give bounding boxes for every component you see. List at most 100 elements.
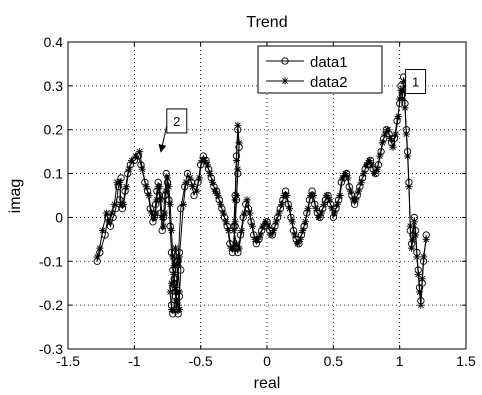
data-point-data2: [234, 121, 242, 129]
data-point-data2: [174, 262, 182, 270]
data-point-data2: [254, 235, 262, 243]
data-point-data2: [354, 187, 363, 195]
annotation-label-2: 2: [173, 114, 180, 129]
data-point-data2: [259, 222, 267, 230]
data-point-data2: [344, 174, 352, 182]
data-point-data2: [378, 139, 387, 147]
x-tick-label: 0.5: [324, 353, 344, 369]
data-point-data2: [277, 200, 286, 208]
data-point-data2: [417, 301, 425, 309]
data-point-data2: [406, 222, 414, 230]
data-point-data2: [216, 200, 225, 208]
data-point-data2: [291, 231, 299, 239]
data-point-data2: [394, 112, 402, 121]
data-point-data2: [419, 253, 428, 261]
data-point-data2: [384, 126, 392, 134]
data-point-data1: [177, 205, 185, 213]
data-point-data2: [102, 209, 111, 217]
data-point-data2: [170, 262, 178, 270]
data-point-data2: [373, 165, 381, 173]
data-point-data2: [167, 279, 176, 287]
data-point-data2: [312, 205, 320, 213]
data-point-data2: [163, 174, 172, 182]
data-point-data2: [397, 86, 405, 94]
data-point-data2: [309, 191, 318, 200]
data-point-data2: [415, 288, 424, 296]
data-point-data2: [346, 187, 355, 195]
data-point-data2: [138, 165, 146, 173]
data-point-data2: [248, 222, 257, 230]
data-point-data2: [122, 183, 130, 191]
annotation-box-1: [405, 68, 427, 94]
x-tick-label: -1.5: [56, 353, 80, 369]
data-point-data2: [224, 226, 233, 235]
data-point-data2: [275, 209, 283, 217]
data-point-data2: [262, 218, 270, 226]
data-point-data2: [341, 169, 349, 178]
data-point-data2: [401, 104, 409, 112]
data-point-data2: [165, 183, 173, 191]
data-point-data2: [410, 218, 418, 226]
data-point-data2: [128, 156, 136, 165]
data-point-data2: [352, 196, 360, 204]
data-point-data2: [110, 200, 119, 208]
data-point-data2: [365, 156, 373, 165]
series-layer: [93, 73, 430, 318]
data-point-data2: [301, 218, 310, 226]
data-point-data2: [413, 253, 421, 261]
data-point-data2: [175, 253, 184, 261]
data-point-data2: [158, 213, 166, 222]
data-point-data2: [411, 231, 420, 239]
data-point-data2: [315, 213, 323, 222]
data-point-data2: [293, 240, 302, 248]
data-point-data2: [142, 183, 150, 191]
data-point-data2: [264, 222, 272, 230]
annotation-box-2: [166, 108, 188, 134]
data-point-data2: [235, 244, 243, 252]
legend-marker-data1: [281, 57, 289, 65]
data-point-data2: [288, 218, 296, 226]
data-point-data2: [285, 205, 294, 213]
data-point-data2: [222, 218, 230, 226]
data-point-data2: [193, 187, 201, 195]
data-point-data2: [232, 156, 241, 165]
data-point-data2: [203, 161, 211, 169]
data-point-data2: [422, 235, 430, 243]
data-point-data2: [323, 191, 331, 200]
data-point-data2: [211, 187, 219, 195]
y-axis-label: imag: [7, 179, 24, 214]
legend-label-data1: data1: [310, 54, 348, 71]
data-point-data2: [120, 200, 128, 208]
data-point-data2: [170, 305, 178, 314]
data-point-data2: [167, 226, 176, 235]
data-point-data2: [368, 161, 376, 169]
data-point-data2: [166, 200, 174, 208]
data-point-data2: [195, 174, 203, 182]
data-point-data2: [159, 222, 168, 230]
legend-box: [257, 45, 383, 94]
data-point-data2: [392, 130, 400, 138]
y-tick-label: -0.1: [39, 253, 63, 269]
chart-title: Trend: [246, 14, 287, 31]
y-tick-label: -0.3: [39, 341, 63, 357]
data-point-data2: [93, 253, 101, 261]
data-point-data2: [230, 226, 238, 235]
data-point-data2: [153, 196, 161, 204]
data-point-data2: [238, 226, 246, 235]
data-point-data2: [171, 244, 180, 252]
data-point-data2: [408, 244, 416, 252]
data-point-data2: [360, 169, 368, 178]
data-point-data2: [173, 297, 181, 305]
data-point-data2: [231, 196, 239, 204]
data-point-data2: [243, 196, 251, 204]
data-point-data2: [418, 275, 426, 283]
data-point-data2: [320, 200, 328, 208]
data-point-data1: [183, 169, 192, 178]
axis-ticks: -1.5 -1 -0.5 0 0.5 1 1.5 -0.3 -0.2 -0.1 0 0.1 0.2 0.3…: [39, 34, 476, 369]
data-point-data2: [182, 178, 190, 186]
data-point-data2: [405, 183, 413, 191]
data-point-data2: [283, 191, 291, 200]
data-point-data2: [136, 148, 144, 156]
data-point-data2: [246, 209, 254, 217]
